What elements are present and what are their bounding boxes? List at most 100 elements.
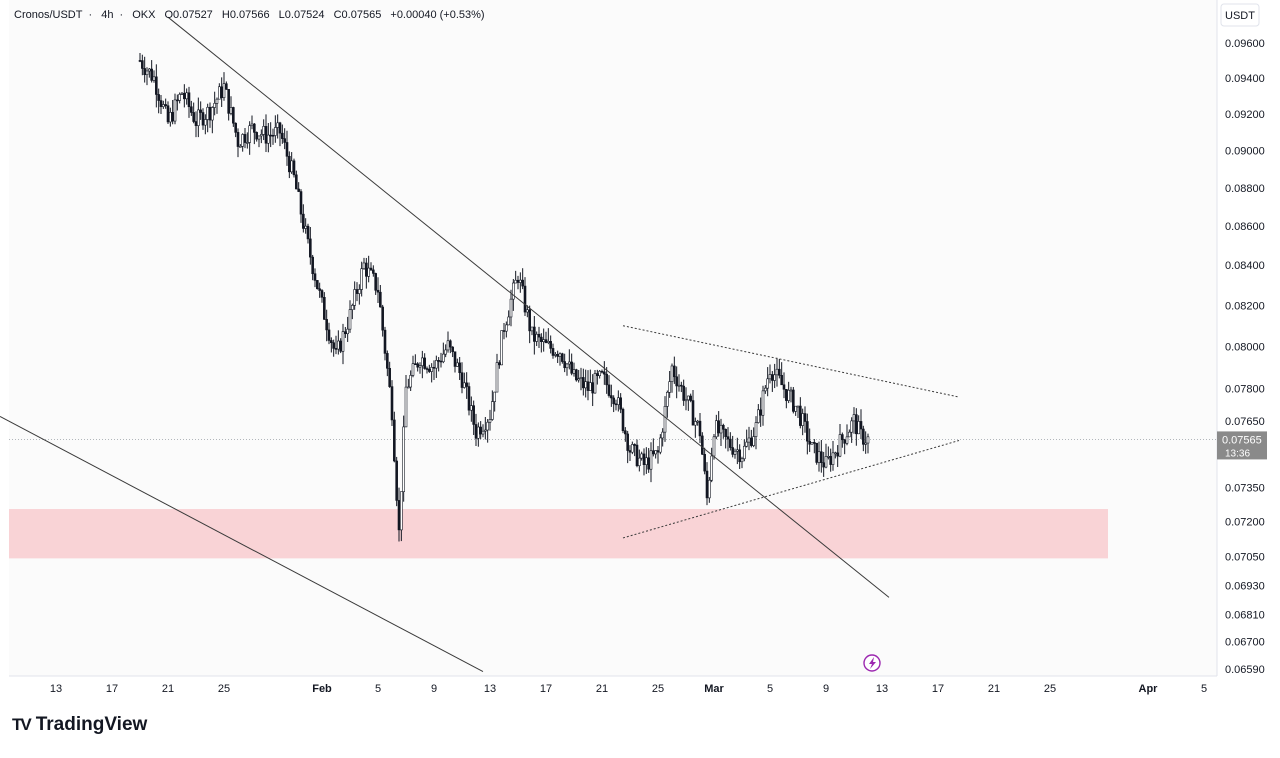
candle	[827, 446, 830, 460]
symbol-name[interactable]: Cronos/USDT	[14, 9, 83, 21]
candle-body	[421, 357, 424, 366]
candle-body	[192, 112, 195, 122]
candle-body	[225, 83, 228, 90]
candle-body	[738, 449, 741, 463]
candle	[491, 390, 494, 421]
candle-body	[159, 100, 163, 107]
candle	[458, 356, 461, 380]
candle-body	[463, 382, 466, 388]
x-tick-label: 21	[596, 683, 608, 695]
candle-body	[666, 392, 669, 407]
candle	[274, 115, 277, 143]
candle	[719, 418, 723, 446]
candle	[295, 170, 298, 190]
candle	[785, 389, 788, 409]
candle-body	[747, 437, 751, 443]
y-tick-label: 0.09600	[1225, 38, 1265, 50]
candle-body	[649, 450, 653, 470]
trendline-upper[interactable]	[167, 16, 890, 598]
candle	[505, 321, 508, 338]
candle	[822, 451, 825, 477]
candle	[768, 364, 772, 384]
candle-body	[561, 353, 564, 362]
trendline-lower[interactable]	[0, 416, 484, 672]
candle-body	[234, 122, 237, 133]
candle-body	[474, 424, 478, 439]
y-tick-label: 0.06810	[1225, 609, 1265, 621]
candle-body	[759, 409, 762, 416]
support-zone[interactable]	[9, 509, 1108, 559]
interval[interactable]: 4h	[101, 9, 114, 21]
candle-body	[197, 109, 200, 126]
candle	[183, 84, 186, 108]
candle-body	[771, 374, 774, 381]
y-tick-label: 0.07350	[1225, 482, 1265, 494]
candle-body	[703, 454, 706, 472]
candle	[199, 101, 202, 120]
candle	[694, 417, 697, 438]
candle	[836, 445, 839, 467]
candle	[192, 102, 195, 124]
candle-body	[276, 122, 279, 128]
candle	[220, 77, 223, 107]
candle	[390, 380, 394, 427]
candle-body	[754, 422, 758, 437]
exchange: OKX	[132, 9, 156, 21]
candle-body	[297, 188, 300, 192]
candle-body	[547, 341, 550, 343]
candle-body	[358, 289, 361, 294]
candle	[435, 355, 438, 378]
candle	[166, 101, 170, 124]
candle-body	[796, 405, 800, 408]
candle	[535, 331, 538, 347]
currency-button[interactable]: USDT	[1220, 3, 1260, 27]
candle	[208, 102, 212, 128]
candle	[360, 261, 363, 297]
currency-button-label[interactable]: USDT	[1225, 10, 1255, 22]
candle-body	[584, 381, 587, 389]
candle-body	[141, 60, 144, 69]
candle	[253, 122, 256, 145]
candle-body	[600, 370, 604, 373]
candle-body	[374, 273, 377, 291]
candle	[395, 456, 398, 507]
x-tick-label: 9	[431, 683, 437, 695]
candle-body	[407, 386, 410, 389]
lightning-bolt-icon[interactable]	[869, 657, 876, 669]
candle-body	[313, 273, 317, 281]
candle-body	[213, 103, 216, 108]
candle-body	[544, 339, 548, 343]
candle-body	[425, 368, 429, 370]
candle-body	[173, 99, 177, 122]
candle	[572, 362, 576, 377]
candle-body	[164, 104, 167, 107]
candle	[367, 255, 370, 283]
currency-button-frame[interactable]	[1220, 3, 1260, 27]
candle	[537, 326, 541, 348]
candle-body	[302, 213, 305, 229]
candle	[327, 322, 331, 345]
candle-body	[288, 155, 291, 173]
candle	[638, 449, 641, 472]
candle-body	[271, 134, 275, 137]
candle	[682, 379, 685, 406]
y-tick-label: 0.07800	[1225, 384, 1265, 396]
triangle-upper-line[interactable]	[622, 325, 960, 398]
candle-body	[362, 262, 366, 270]
candle	[703, 447, 706, 475]
candle	[607, 375, 611, 398]
candle	[673, 356, 676, 384]
candle	[479, 421, 482, 440]
tradingview-brand[interactable]: TV TradingView	[12, 714, 147, 736]
candle-body	[530, 326, 534, 332]
lightning-alert-icon[interactable]	[863, 654, 881, 672]
candle-body	[348, 309, 352, 330]
candle-body	[472, 405, 475, 425]
candle-body	[638, 457, 641, 467]
drawings[interactable]	[0, 16, 960, 672]
candle-body	[502, 330, 506, 332]
candle	[775, 357, 779, 387]
candle	[799, 397, 802, 429]
